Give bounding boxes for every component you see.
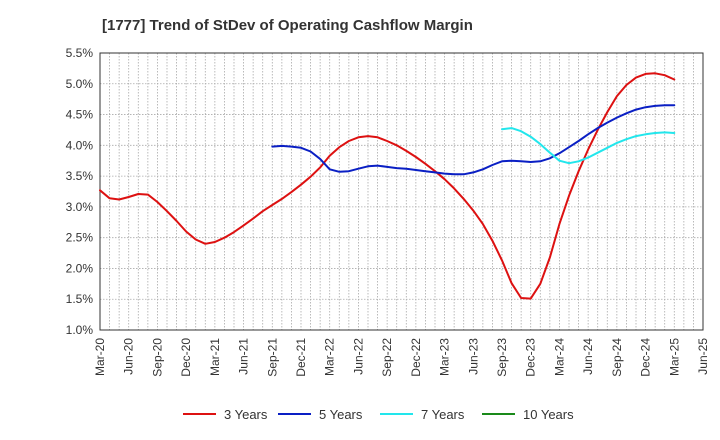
x-tick-label: Dec-20 — [179, 338, 193, 377]
x-tick-label: Jun-22 — [351, 338, 365, 375]
chart-title: [1777] Trend of StDev of Operating Cashf… — [102, 17, 473, 34]
plot-background — [100, 53, 703, 330]
x-tick-label: Jun-21 — [237, 338, 251, 375]
x-tick-label: Mar-23 — [438, 338, 452, 376]
x-tick-label: Jun-25 — [696, 338, 710, 375]
x-tick-label: Dec-22 — [409, 338, 423, 377]
legend-label: 7 Years — [421, 407, 465, 422]
x-tick-label: Mar-24 — [552, 338, 566, 376]
legend: 3 Years 5 Years 7 Years 10 Years — [183, 407, 574, 422]
x-tick-label: Mar-22 — [323, 338, 337, 376]
legend-label: 10 Years — [523, 407, 574, 422]
x-tick-label: Mar-25 — [667, 338, 681, 376]
y-tick-label: 1.5% — [66, 292, 94, 306]
y-tick-label: 4.5% — [66, 108, 94, 122]
y-tick-label: 3.0% — [66, 200, 94, 214]
x-tick-label: Sep-24 — [610, 338, 624, 377]
x-tick-label: Dec-24 — [639, 338, 653, 377]
series-line-5-years — [271, 104, 676, 176]
x-tick-label: Jun-23 — [466, 338, 480, 375]
legend-label: 5 Years — [319, 407, 363, 422]
x-tick-label: Mar-20 — [93, 338, 107, 376]
y-tick-label: 4.0% — [66, 138, 94, 152]
x-tick-label: Dec-23 — [524, 338, 538, 377]
y-tick-label: 3.5% — [66, 169, 94, 183]
x-tick-label: Jun-24 — [581, 338, 595, 375]
y-tick-label: 5.0% — [66, 77, 94, 91]
y-tick-label: 2.5% — [66, 231, 94, 245]
x-tick-label: Dec-21 — [294, 338, 308, 377]
legend-label: 3 Years — [224, 407, 268, 422]
x-tick-label: Mar-21 — [208, 338, 222, 376]
x-tick-label: Sep-21 — [265, 338, 279, 377]
x-tick-label: Sep-22 — [380, 338, 394, 377]
series-line-7-years — [501, 127, 676, 165]
x-tick-label: Sep-23 — [495, 338, 509, 377]
x-tick-label: Sep-20 — [150, 338, 164, 377]
y-tick-label: 1.0% — [66, 323, 94, 337]
y-tick-label: 5.5% — [66, 46, 94, 60]
plot-area: 1.0% 1.5% 2.0% 2.5% 3.0% 3.5% 4.0% 4.5% 5.0% 5.5%… — [66, 46, 710, 377]
y-tick-label: 2.0% — [66, 261, 94, 275]
x-tick-label: Jun-20 — [122, 338, 136, 375]
series-line-3-years — [99, 72, 676, 300]
